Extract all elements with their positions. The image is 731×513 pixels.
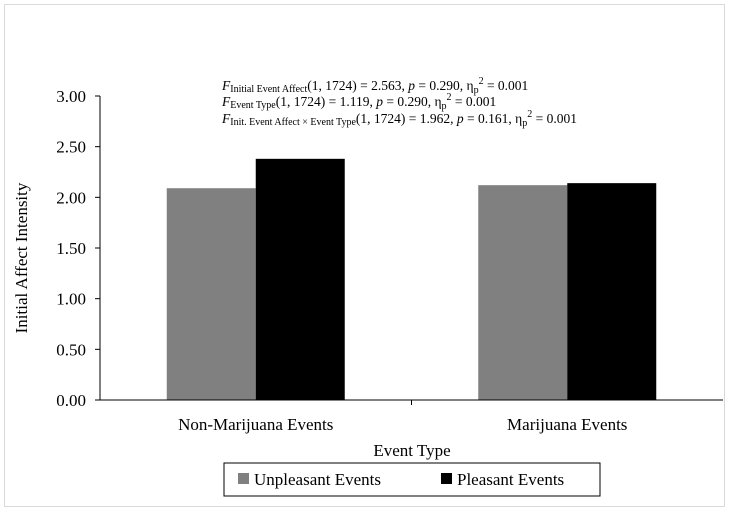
y-tick-label: 2.50	[56, 138, 86, 157]
bar	[166, 188, 256, 400]
bar	[478, 185, 568, 400]
y-tick-label: 1.50	[56, 239, 86, 258]
bar	[255, 158, 345, 400]
x-axis-label: Event Type	[373, 441, 450, 460]
bars	[166, 158, 657, 400]
x-category-label: Non-Marijuana Events	[178, 415, 333, 434]
legend-label: Pleasant Events	[457, 470, 564, 489]
stat-annotation: FEvent Type(1, 1724) = 1.119, p = 0.290,…	[221, 92, 496, 112]
legend-swatch	[238, 473, 249, 484]
legend: Unpleasant Events Pleasant Events	[223, 462, 601, 497]
y-tick-label: 2.00	[56, 188, 86, 207]
legend-swatch	[441, 473, 452, 484]
y-axis: 0.00 0.50 1.00 1.50 2.00 2.50 3.00	[56, 87, 101, 410]
y-tick-label: 0.50	[56, 340, 86, 359]
y-tick-label: 0.00	[56, 391, 86, 410]
y-axis-label: Initial Affect Intensity	[12, 182, 31, 333]
x-category-label: Marijuana Events	[507, 415, 627, 434]
stat-annotation: FInitial Event Affect(1, 1724) = 2.563, …	[221, 76, 528, 96]
legend-label: Unpleasant Events	[254, 470, 381, 489]
y-tick-label: 3.00	[56, 87, 86, 106]
statistics-annotations: FInitial Event Affect(1, 1724) = 2.563, …	[221, 76, 577, 129]
bar	[567, 183, 657, 400]
x-axis: Non-Marijuana Events Marijuana Events	[100, 399, 723, 434]
y-tick-label: 1.00	[56, 290, 86, 309]
legend-box	[223, 462, 601, 497]
stat-annotation: FInit. Event Affect × Event Type(1, 1724…	[221, 109, 577, 129]
